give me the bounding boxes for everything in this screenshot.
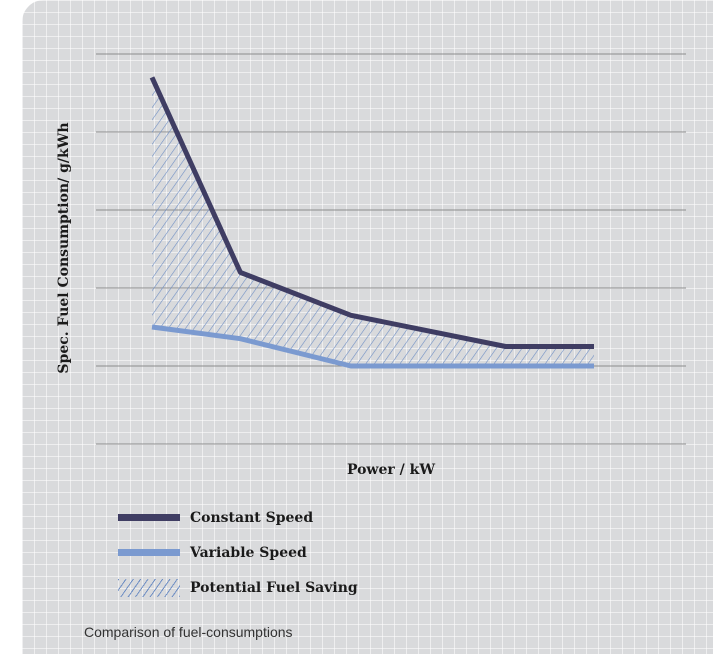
legend-item-constant-speed: Constant Speed bbox=[118, 500, 358, 535]
legend-item-variable-speed: Variable Speed bbox=[118, 535, 358, 570]
legend-label-variable-speed: Variable Speed bbox=[190, 544, 307, 561]
variable-speed-swatch bbox=[118, 549, 180, 556]
potential-fuel-saving-area bbox=[152, 77, 594, 367]
chart-card: Spec. Fuel Consumption/ g/kWh Power / kW… bbox=[22, 0, 713, 654]
y-axis-label: Spec. Fuel Consumption/ g/kWh bbox=[56, 122, 72, 373]
legend-label-constant-speed: Constant Speed bbox=[190, 509, 314, 526]
hatch-swatch bbox=[118, 578, 180, 597]
x-axis-label: Power / kW bbox=[347, 462, 435, 478]
line-chart: Spec. Fuel Consumption/ g/kWh Power / kW bbox=[56, 53, 686, 478]
figure-caption: Comparison of fuel-consumptions bbox=[84, 624, 293, 640]
series-line-constant-speed bbox=[149, 76, 594, 349]
legend: Constant Speed Variable Speed Potential … bbox=[118, 500, 358, 605]
series-line-variable-speed bbox=[151, 324, 594, 369]
legend-label-potential-saving: Potential Fuel Saving bbox=[190, 579, 358, 596]
constant-speed-swatch bbox=[118, 514, 180, 521]
legend-item-potential-saving: Potential Fuel Saving bbox=[118, 570, 358, 605]
